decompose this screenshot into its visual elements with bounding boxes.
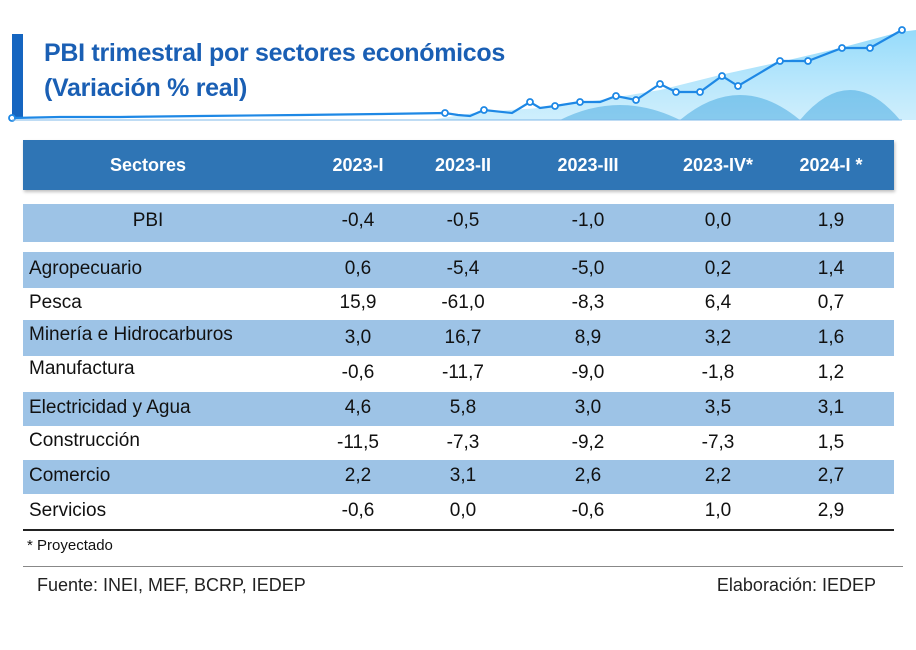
cell-value: -0,6 bbox=[341, 362, 375, 383]
cell-sector: Electricidad y Agua bbox=[29, 397, 191, 418]
cell-sector: Construcción bbox=[29, 430, 140, 451]
cell-value: 5,8 bbox=[449, 397, 477, 418]
cell-value: 1,0 bbox=[704, 500, 732, 521]
cell-value: 0,0 bbox=[449, 500, 477, 521]
header-2024-i: 2024-I * bbox=[799, 155, 863, 175]
header-sectores: Sectores bbox=[109, 155, 187, 175]
cell-value: 0,7 bbox=[817, 292, 845, 313]
cell-value: 2,9 bbox=[817, 500, 845, 521]
cell-value: 3,1 bbox=[817, 397, 845, 418]
cell-value: 3,2 bbox=[704, 327, 732, 348]
table-row: Electricidad y Agua 4,6 5,8 3,0 3,5 3,1 bbox=[23, 392, 894, 426]
table-bottom-border bbox=[23, 529, 894, 531]
cell-value: 3,0 bbox=[574, 397, 602, 418]
cell-sector: Agropecuario bbox=[29, 258, 143, 279]
cell-value: 3,5 bbox=[704, 397, 732, 418]
table-row: Pesca 15,9 -61,0 -8,3 6,4 0,7 bbox=[23, 288, 894, 320]
title-line-1: PBI trimestral por sectores económicos bbox=[44, 39, 505, 67]
cell-value: -7,3 bbox=[701, 432, 735, 453]
decorative-trend-graphic bbox=[8, 26, 916, 122]
table-header: Sectores 2023-I 2023-II 2023-III 2023-IV… bbox=[23, 140, 894, 190]
cell-value: -8,3 bbox=[571, 292, 605, 313]
cell-value: 3,0 bbox=[344, 327, 372, 348]
header-2023-i: 2023-I bbox=[332, 155, 384, 175]
cell-value: -11,5 bbox=[337, 432, 379, 453]
footnote: * Proyectado bbox=[27, 537, 113, 554]
table-row: Comercio 2,2 3,1 2,6 2,2 2,7 bbox=[23, 460, 894, 494]
cell-value: -1,0 bbox=[571, 210, 605, 231]
cell-value: 1,2 bbox=[817, 362, 845, 383]
cell-value: 4,6 bbox=[344, 397, 372, 418]
cell-value: 0,0 bbox=[704, 210, 732, 231]
cell-sector: Minería e Hidrocarburos bbox=[29, 324, 233, 345]
cell-value: -61,0 bbox=[441, 292, 485, 313]
cell-value: -1,8 bbox=[701, 362, 735, 383]
title-accent-bar bbox=[12, 34, 23, 118]
cell-value: 3,1 bbox=[449, 465, 477, 486]
table-row: Agropecuario 0,6 -5,4 -5,0 0,2 1,4 bbox=[23, 252, 894, 288]
cell-value: -0,4 bbox=[341, 210, 375, 231]
page-title: PBI trimestral por sectores económicos (… bbox=[44, 36, 505, 106]
cell-value: 0,2 bbox=[704, 258, 732, 279]
table-row-pbi: PBI -0,4 -0,5 -1,0 0,0 1,9 bbox=[23, 204, 894, 242]
cell-value: 2,2 bbox=[704, 465, 732, 486]
cell-value: -0,6 bbox=[341, 500, 375, 521]
cell-value: 1,5 bbox=[817, 432, 845, 453]
source-text: Fuente: INEI, MEF, BCRP, IEDEP bbox=[37, 575, 306, 595]
table-row: Construcción -11,5 -7,3 -9,2 -7,3 1,5 bbox=[23, 426, 894, 460]
footer-divider bbox=[23, 566, 903, 567]
title-line-2: (Variación % real) bbox=[44, 74, 248, 102]
cell-value: 15,9 bbox=[339, 292, 377, 313]
cell-value: 2,6 bbox=[574, 465, 602, 486]
cell-value: -0,6 bbox=[571, 500, 605, 521]
cell-value: 2,2 bbox=[344, 465, 372, 486]
cell-value: 0,6 bbox=[344, 258, 372, 279]
cell-sector: Comercio bbox=[29, 465, 111, 486]
cell-value: -9,0 bbox=[571, 362, 605, 383]
cell-value: -11,7 bbox=[442, 362, 484, 383]
cell-sector: PBI bbox=[132, 210, 164, 231]
cell-value: -0,5 bbox=[446, 210, 480, 231]
cell-value: -5,0 bbox=[571, 258, 605, 279]
cell-value: -9,2 bbox=[571, 432, 605, 453]
cell-value: 8,9 bbox=[574, 327, 602, 348]
header-2023-iii: 2023-III bbox=[557, 155, 619, 175]
cell-value: -7,3 bbox=[446, 432, 480, 453]
credit-text: Elaboración: IEDEP bbox=[716, 575, 876, 595]
cell-value: 2,7 bbox=[817, 465, 845, 486]
cell-value: -5,4 bbox=[446, 258, 480, 279]
cell-value: 1,6 bbox=[817, 327, 845, 348]
cell-sector: Manufactura bbox=[29, 358, 135, 379]
table-row: Manufactura -0,6 -11,7 -9,0 -1,8 1,2 bbox=[23, 356, 894, 392]
cell-sector: Servicios bbox=[29, 500, 107, 521]
cell-value: 16,7 bbox=[444, 327, 482, 348]
cell-value: 1,4 bbox=[817, 258, 845, 279]
table-row: Servicios -0,6 0,0 -0,6 1,0 2,9 bbox=[23, 494, 894, 528]
table-row: Minería e Hidrocarburos 3,0 16,7 8,9 3,2… bbox=[23, 320, 894, 356]
cell-value: 1,9 bbox=[817, 210, 845, 231]
cell-sector: Pesca bbox=[29, 292, 82, 313]
header-2023-iv: 2023-IV* bbox=[682, 155, 754, 175]
header-2023-ii: 2023-II bbox=[434, 155, 492, 175]
cell-value: 6,4 bbox=[704, 292, 732, 313]
